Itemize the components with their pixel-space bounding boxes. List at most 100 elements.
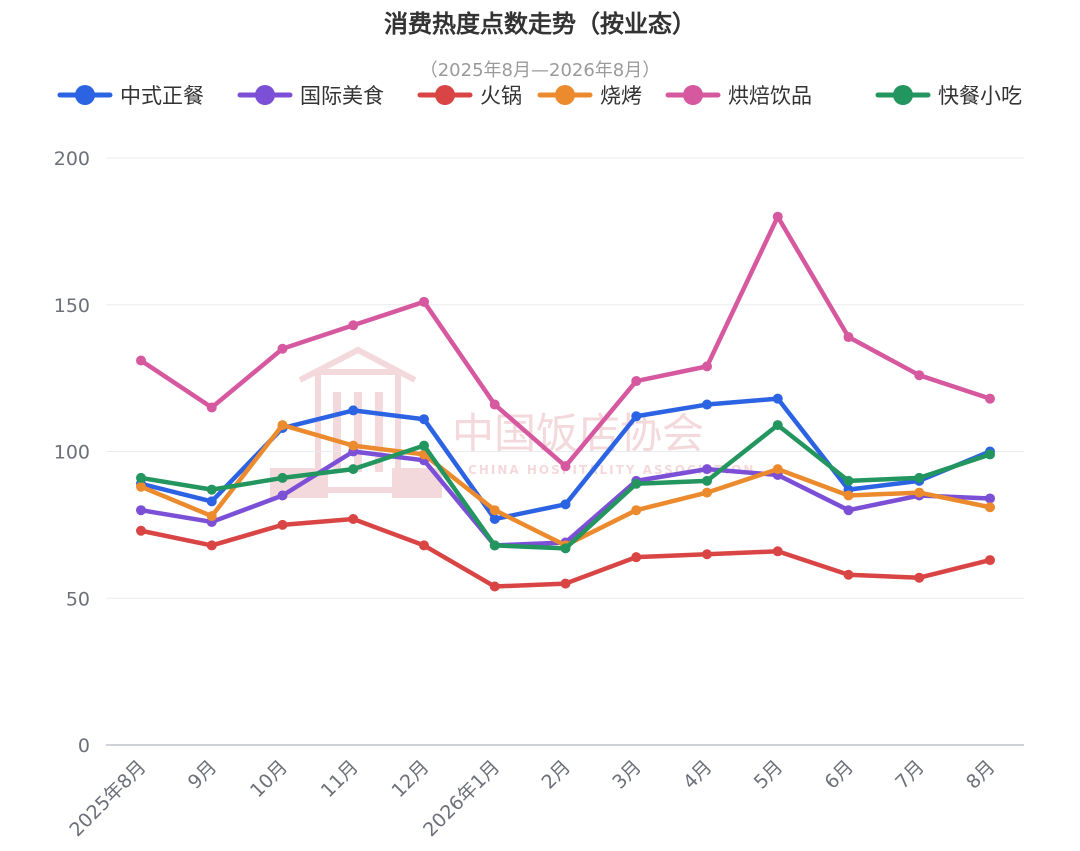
data-point[interactable]	[136, 481, 146, 492]
data-point[interactable]	[843, 332, 854, 343]
legend-label: 火锅	[480, 84, 522, 108]
legend-swatch-dot	[555, 85, 575, 105]
x-tick-label: 4月	[679, 756, 717, 794]
legend-item[interactable]: 烧烤	[537, 84, 642, 108]
data-point[interactable]	[560, 578, 571, 589]
data-point[interactable]	[985, 555, 995, 566]
legend-swatch-dot	[683, 85, 703, 105]
series-2	[136, 514, 995, 592]
data-point[interactable]	[206, 484, 217, 495]
data-point[interactable]	[206, 402, 217, 413]
y-tick-label: 0	[78, 735, 90, 757]
data-point[interactable]	[843, 505, 854, 516]
legend-swatch-dot	[893, 85, 913, 105]
legend-item[interactable]: 火锅	[417, 84, 522, 108]
data-point[interactable]	[348, 440, 359, 451]
data-point[interactable]	[772, 393, 783, 404]
data-point[interactable]	[985, 502, 995, 513]
x-tick-label: 10月	[246, 756, 292, 802]
data-point[interactable]	[489, 514, 500, 525]
x-tick-label: 2月	[537, 756, 575, 794]
data-point[interactable]	[489, 540, 500, 551]
data-point[interactable]	[843, 569, 854, 580]
data-point[interactable]	[702, 399, 712, 410]
data-point[interactable]	[914, 487, 925, 498]
data-point[interactable]	[702, 549, 712, 560]
data-point[interactable]	[702, 475, 712, 486]
legend-item[interactable]: 快餐小吃	[875, 84, 1022, 108]
data-point[interactable]	[136, 525, 146, 536]
x-tick-label: 6月	[820, 756, 858, 794]
chart-title: 消费热度点数走势（按业态）	[384, 10, 696, 38]
y-axis: 0 50 100 150 200	[54, 148, 90, 757]
data-point[interactable]	[560, 461, 571, 472]
data-point[interactable]	[419, 540, 429, 551]
data-point[interactable]	[702, 487, 712, 498]
data-point[interactable]	[772, 464, 783, 475]
data-point[interactable]	[348, 405, 359, 416]
data-point[interactable]	[277, 490, 288, 501]
data-point[interactable]	[560, 499, 571, 510]
data-point[interactable]	[136, 472, 146, 483]
legend-item[interactable]: 中式正餐	[57, 84, 204, 108]
data-point[interactable]	[348, 514, 359, 525]
data-point[interactable]	[843, 475, 854, 486]
data-point[interactable]	[489, 581, 500, 592]
x-tick-label: 7月	[891, 756, 929, 794]
x-tick-label: 9月	[184, 756, 222, 794]
data-point[interactable]	[206, 540, 217, 551]
legend-label: 烘焙饮品	[728, 84, 812, 108]
data-point[interactable]	[772, 211, 783, 222]
data-point[interactable]	[419, 440, 429, 451]
data-point[interactable]	[702, 361, 712, 372]
legend-label: 中式正餐	[120, 84, 204, 108]
data-point[interactable]	[985, 449, 995, 460]
data-point[interactable]	[985, 493, 995, 504]
legend-label: 国际美食	[300, 84, 384, 108]
data-point[interactable]	[206, 511, 217, 522]
data-point[interactable]	[631, 552, 642, 563]
data-point[interactable]	[772, 420, 783, 431]
data-point[interactable]	[277, 519, 288, 530]
data-point[interactable]	[419, 414, 429, 425]
data-point[interactable]	[136, 505, 146, 516]
data-point[interactable]	[772, 546, 783, 557]
data-point[interactable]	[348, 320, 359, 331]
data-point[interactable]	[136, 355, 146, 366]
data-point[interactable]	[348, 464, 359, 475]
data-point[interactable]	[631, 478, 642, 489]
data-point[interactable]	[206, 496, 217, 507]
y-tick-label: 50	[66, 588, 90, 610]
data-point[interactable]	[560, 543, 571, 554]
data-point[interactable]	[702, 464, 712, 475]
y-tick-label: 150	[54, 295, 90, 317]
legend-item[interactable]: 烘焙饮品	[665, 84, 812, 108]
legend-swatch-dot	[75, 85, 95, 105]
data-point[interactable]	[914, 370, 925, 381]
data-point[interactable]	[631, 411, 642, 422]
data-point[interactable]	[489, 505, 500, 516]
x-tick-label: 12月	[387, 756, 433, 802]
legend-label: 烧烤	[600, 84, 642, 108]
x-tick-label: 2026年1月	[419, 756, 504, 841]
data-point[interactable]	[914, 472, 925, 483]
chart-grid	[106, 157, 1024, 746]
data-point[interactable]	[277, 472, 288, 483]
data-point[interactable]	[489, 399, 500, 410]
x-tick-label: 2025年8月	[65, 756, 150, 841]
data-point[interactable]	[843, 490, 854, 501]
data-point[interactable]	[277, 420, 288, 431]
data-point[interactable]	[631, 505, 642, 516]
data-point[interactable]	[277, 343, 288, 354]
legend-item[interactable]: 国际美食	[237, 84, 384, 108]
data-point[interactable]	[419, 296, 429, 307]
data-point[interactable]	[631, 376, 642, 387]
series-layer	[136, 211, 995, 592]
legend-swatch-dot	[255, 85, 275, 105]
data-point[interactable]	[914, 572, 925, 583]
data-point[interactable]	[985, 393, 995, 404]
y-tick-label: 200	[54, 148, 90, 170]
chart-subtitle: （2025年8月—2026年8月）	[420, 60, 661, 81]
